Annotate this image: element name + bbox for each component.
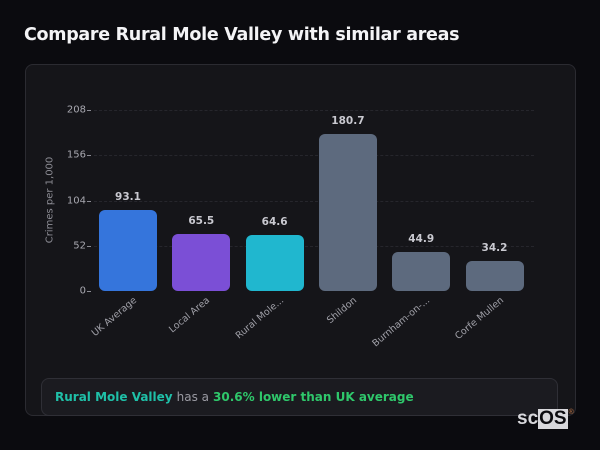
y-tick-mark: [87, 245, 91, 247]
bar-value-label: 65.5: [188, 215, 215, 227]
bar-value-label: 44.9: [408, 232, 435, 245]
callout-statement: 30.6% lower than UK average: [213, 390, 414, 404]
callout-connector: has a: [176, 390, 210, 404]
y-tick-mark: [87, 110, 91, 111]
bar-value-label: 34.2: [481, 242, 508, 255]
y-tick-label: 0: [79, 285, 86, 297]
bar-4[interactable]: [392, 251, 451, 291]
y-tick-mark: [87, 291, 91, 292]
scos-logo: sc OS ®: [517, 409, 574, 429]
bar-0[interactable]: [99, 209, 157, 291]
logo-text-sc: sc: [517, 408, 539, 429]
page-title: Compare Rural Mole Valley with similar a…: [24, 25, 460, 45]
bar-value-label: 93.1: [115, 190, 141, 203]
y-tick-label: 208: [66, 104, 86, 116]
bar-1[interactable]: [172, 234, 231, 291]
y-tick-label: 52: [73, 240, 86, 252]
y-tick-mark: [87, 155, 91, 157]
y-axis-label: Crimes per 1,000: [44, 156, 56, 244]
callout-area-name: Rural Mole Valley: [55, 390, 173, 404]
bar-value-label: 180.7: [331, 114, 365, 127]
bar-value-label: 64.6: [261, 215, 288, 228]
gridline: [94, 155, 534, 157]
gridline: [94, 200, 534, 202]
y-tick-label: 156: [66, 149, 86, 161]
registered-mark-icon: ®: [568, 409, 574, 416]
bar-2[interactable]: [245, 234, 304, 291]
y-tick-label: 104: [66, 195, 86, 206]
y-tick-mark: [87, 200, 91, 202]
bar-3[interactable]: [318, 133, 377, 291]
comparison-callout: Rural Mole Valley has a 30.6% lower than…: [41, 378, 558, 416]
gridline: [94, 245, 534, 247]
logo-text-os: OS: [538, 408, 568, 429]
bar-5[interactable]: [465, 261, 524, 291]
gridline: [94, 110, 534, 111]
